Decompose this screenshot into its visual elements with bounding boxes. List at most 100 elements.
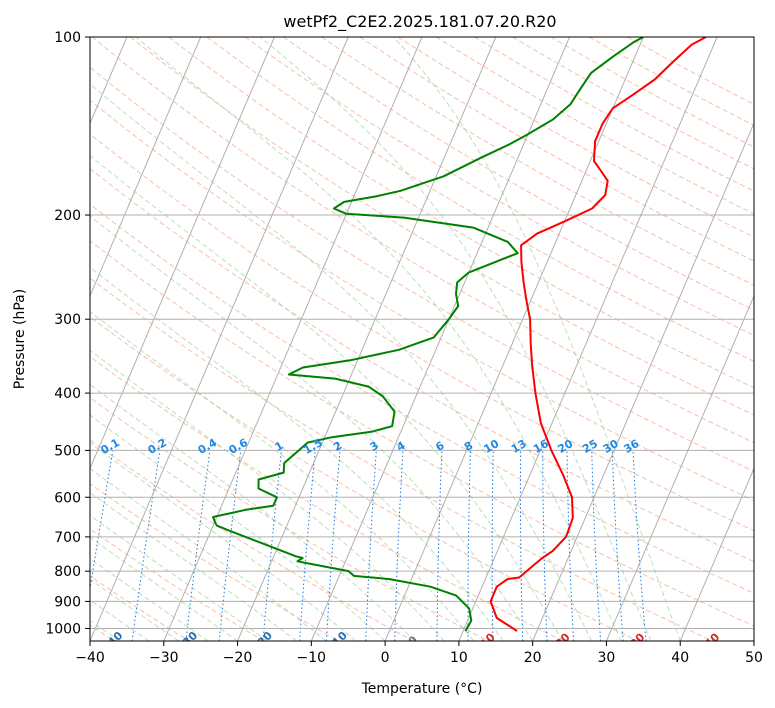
isotherm-line: [163, 37, 423, 641]
moist-adiabat: [90, 578, 179, 641]
moist-adiabat: [90, 414, 386, 641]
mixing-ratio-line: [436, 450, 443, 641]
x-tick-label: 30: [598, 650, 616, 666]
dry-adiabat: [244, 37, 754, 336]
background-lines: [90, 37, 754, 641]
mixing-ratio-label: 1: [273, 439, 286, 454]
moist-adiabat: [393, 37, 681, 641]
dry-adiabat-label: 10: [478, 630, 498, 650]
moist-adiabat: [90, 557, 209, 641]
dry-adiabat: [90, 66, 754, 472]
isotherm-line: [310, 37, 571, 641]
mixing-ratio-label: 10: [481, 437, 501, 456]
dry-adiabat: [588, 37, 754, 126]
dry-adiabat-label: 40: [702, 630, 722, 650]
mixing-ratio-label: 8: [462, 439, 475, 454]
x-tick-label: −10: [297, 650, 327, 666]
profile-lines: [212, 37, 707, 632]
mixing-ratio-label: 0.2: [146, 436, 169, 457]
moist-adiabat: [90, 349, 445, 641]
dry-adiabat: [90, 528, 265, 641]
dry-adiabat: [90, 240, 754, 627]
y-tick-label: 1000: [45, 621, 81, 637]
dry-adiabat: [90, 168, 754, 563]
mixing-ratio-line: [262, 450, 282, 641]
dry-adiabat: [206, 37, 754, 362]
mixing-ratio-label: 20: [555, 437, 575, 456]
mixing-ratio-label: 13: [509, 437, 529, 456]
dry-adiabat: [90, 356, 564, 641]
mixing-ratio-line: [218, 450, 242, 641]
y-tick-label: 500: [54, 443, 81, 459]
y-tick-label: 100: [54, 30, 81, 46]
moist-adiabat: [90, 514, 268, 641]
axis-ticks: −40 −30 −20 −10 0 10 20 30 40 5010020030040050060…: [45, 30, 763, 666]
isotherm-line: [384, 37, 644, 641]
moist-adiabat: [90, 536, 238, 641]
mixing-ratio-line: [299, 450, 316, 641]
moist-adiabat: [259, 37, 652, 641]
y-tick-label: 400: [54, 386, 81, 402]
isotherm-line: [90, 37, 349, 641]
dry-adiabat: [90, 483, 339, 641]
dry-adiabat: [90, 99, 754, 502]
mixing-ratio-label: 36: [622, 437, 642, 456]
dewpoint-line: [212, 37, 644, 632]
x-tick-label: −20: [223, 650, 253, 666]
moist-adiabat: [135, 37, 622, 641]
y-tick-label: 700: [54, 530, 81, 546]
isotherm-line: [679, 467, 754, 641]
x-tick-label: 20: [524, 650, 542, 666]
dry-adiabat-label: 20: [553, 630, 573, 650]
moist-adiabat: [90, 442, 356, 641]
isotherm-line: [458, 37, 718, 641]
dry-adiabat-label: 30: [627, 630, 647, 650]
dry-adiabat: [435, 37, 754, 215]
moist-adiabat: [90, 215, 534, 641]
mixing-ratio-line: [566, 450, 574, 641]
moist-adiabat: [90, 311, 474, 641]
dry-adiabat: [359, 37, 754, 262]
dry-adiabat-label: 0: [406, 633, 421, 648]
dry-adiabat: [91, 37, 754, 444]
x-tick-label: 40: [671, 650, 689, 666]
dry-adiabat: [168, 37, 754, 389]
mixing-ratio-label: 25: [580, 437, 600, 456]
mixing-ratio-line: [394, 450, 404, 641]
dry-adiabat: [90, 439, 414, 641]
dry-adiabat: [90, 316, 639, 641]
dry-adiabat: [90, 277, 713, 641]
dry-adiabat: [283, 37, 754, 311]
mixing-ratio-line: [365, 450, 377, 641]
mixing-ratio-line: [491, 450, 494, 641]
y-tick-label: 800: [54, 564, 81, 580]
x-axis-label: Temperature (°C): [361, 681, 483, 697]
y-tick-label: 200: [54, 208, 81, 224]
x-tick-label: 10: [450, 650, 468, 666]
y-tick-label: 300: [54, 312, 81, 328]
isotherm-line: [605, 294, 754, 641]
dry-adiabat: [90, 397, 489, 641]
temperature-line: [489, 37, 707, 632]
y-tick-label: 900: [54, 594, 81, 610]
isotherm-line: [90, 37, 202, 298]
mixing-ratio-label: 4: [394, 439, 407, 454]
moist-adiabat: [90, 467, 327, 641]
mixing-ratio-line: [185, 450, 211, 641]
chart-title: wetPf2_C2E2.2025.181.07.20.R20: [283, 12, 556, 32]
x-tick-label: −30: [149, 650, 179, 666]
y-axis-label: Pressure (hPa): [12, 289, 28, 389]
moist-adiabat: [90, 83, 593, 641]
x-tick-label: −40: [75, 650, 105, 666]
isotherm-line: [532, 122, 754, 641]
y-tick-label: 600: [54, 490, 81, 506]
isotherm-line: [237, 37, 497, 641]
mixing-ratio-line: [90, 450, 114, 592]
dry-adiabat: [90, 133, 754, 532]
mixing-ratio-label: 0.4: [196, 436, 220, 457]
mixing-ratio-label: 0.6: [227, 436, 251, 457]
mixing-ratio-line: [591, 450, 602, 641]
plot-frame: [89, 36, 755, 642]
moist-adiabat: [90, 155, 563, 641]
